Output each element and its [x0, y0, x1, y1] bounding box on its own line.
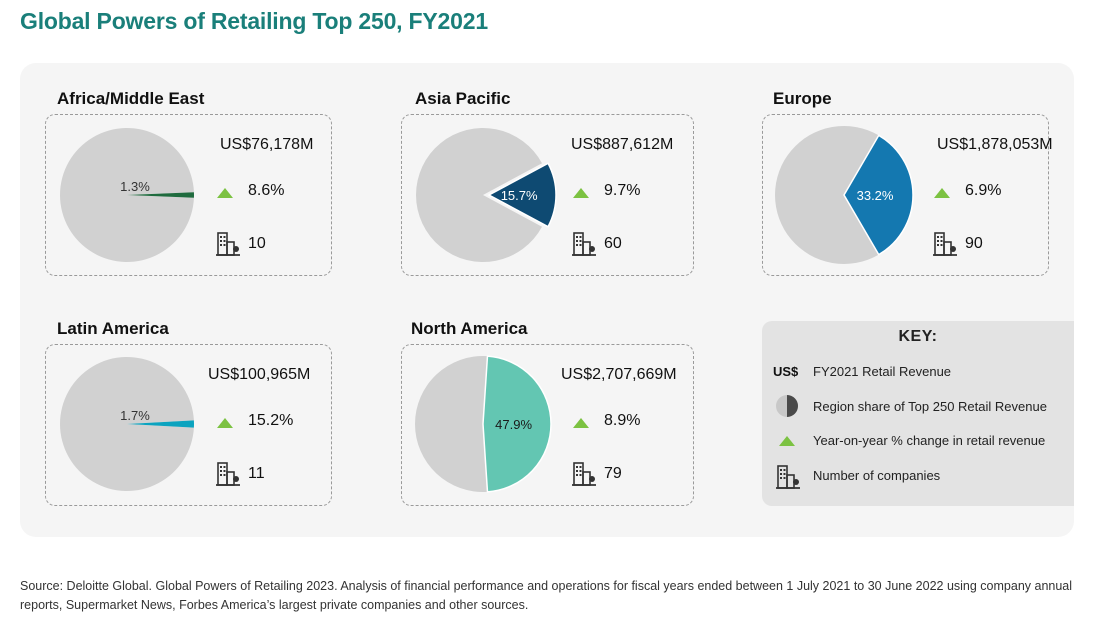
- region-card-europe: [762, 114, 1049, 276]
- companies-latin-america: 11: [248, 465, 265, 482]
- key-item-share: Region share of Top 250 Retail Revenue: [813, 399, 1047, 414]
- pie-chart-asia-pacific: 15.7%: [416, 128, 557, 262]
- region-title-latin-america: Latin America: [57, 319, 169, 338]
- key-item-growth: Year-on-year % change in retail revenue: [813, 433, 1046, 448]
- pie-slice-europe: [843, 134, 914, 256]
- growth-africa-middle-east: 8.6%: [248, 182, 285, 199]
- region-card-asia-pacific: [401, 114, 694, 276]
- region-card-africa-middle-east: [45, 114, 332, 276]
- region-title-north-america: North America: [411, 319, 528, 338]
- companies-north-america: 79: [604, 465, 622, 482]
- share-circle-icon: [776, 395, 798, 417]
- key-item-revenue: FY2021 Retail Revenue: [813, 364, 952, 379]
- share-label-europe: 33.2%: [857, 188, 894, 203]
- building-icon-europe: [933, 232, 957, 256]
- share-label-north-america: 47.9%: [495, 417, 532, 432]
- region-card-latin-america: [45, 344, 332, 506]
- pie-slice-asia-pacific: [487, 162, 557, 228]
- pie-remainder-latin-america: [60, 357, 194, 491]
- key-title: KEY:: [898, 328, 938, 345]
- building-icon-north-america: [572, 462, 596, 486]
- growth-north-america: 8.9%: [604, 412, 641, 429]
- pie-chart-africa-middle-east: 1.3%: [59, 128, 194, 262]
- region-card-north-america: [401, 344, 694, 506]
- pie-remainder-asia-pacific: [416, 128, 543, 262]
- building-icon: [776, 465, 800, 489]
- growth-arrow-icon-europe: [934, 188, 950, 198]
- building-icon-latin-america: [216, 462, 240, 486]
- growth-arrow-icon-asia-pacific: [573, 188, 589, 198]
- region-title-europe: Europe: [773, 89, 832, 108]
- region-title-africa-middle-east: Africa/Middle East: [57, 89, 205, 108]
- key-legend: KEY: US$ FY2021 Retail Revenue Region sh…: [762, 321, 1074, 506]
- pie-remainder-north-america: [414, 356, 488, 492]
- revenue-africa-middle-east: US$76,178M: [220, 136, 314, 153]
- growth-arrow-icon-africa-middle-east: [217, 188, 233, 198]
- pie-chart-north-america: 47.9%: [414, 355, 552, 493]
- growth-europe: 6.9%: [965, 182, 1002, 199]
- revenue-asia-pacific: US$887,612M: [571, 136, 674, 153]
- pie-remainder-europe: [775, 126, 879, 264]
- share-label-africa-middle-east: 1.3%: [120, 179, 150, 194]
- pie-slice-africa-middle-east: [127, 192, 194, 198]
- growth-asia-pacific: 9.7%: [604, 182, 641, 199]
- building-icon-asia-pacific: [572, 232, 596, 256]
- revenue-symbol: US$: [773, 364, 799, 379]
- pie-remainder-africa-middle-east: [59, 128, 194, 262]
- growth-arrow-icon-latin-america: [217, 418, 233, 428]
- revenue-north-america: US$2,707,669M: [561, 366, 677, 383]
- pie-chart-latin-america: 1.7%: [60, 357, 194, 491]
- revenue-europe: US$1,878,053M: [937, 136, 1053, 153]
- revenue-latin-america: US$100,965M: [208, 366, 311, 383]
- growth-arrow-icon: [779, 436, 795, 446]
- companies-asia-pacific: 60: [604, 235, 622, 252]
- region-title-asia-pacific: Asia Pacific: [415, 89, 511, 108]
- page-title: Global Powers of Retailing Top 250, FY20…: [20, 8, 488, 34]
- pie-slice-latin-america: [127, 420, 194, 428]
- source-note: Source: Deloitte Global. Global Powers o…: [20, 579, 1073, 612]
- pie-slice-north-america: [482, 355, 552, 493]
- key-item-companies: Number of companies: [813, 468, 941, 483]
- growth-arrow-icon-north-america: [573, 418, 589, 428]
- pie-chart-europe: 33.2%: [775, 126, 914, 264]
- growth-latin-america: 15.2%: [248, 412, 294, 429]
- share-label-latin-america: 1.7%: [120, 408, 150, 423]
- companies-africa-middle-east: 10: [248, 235, 266, 252]
- share-label-asia-pacific: 15.7%: [501, 188, 538, 203]
- companies-europe: 90: [965, 235, 983, 252]
- building-icon-africa-middle-east: [216, 232, 240, 256]
